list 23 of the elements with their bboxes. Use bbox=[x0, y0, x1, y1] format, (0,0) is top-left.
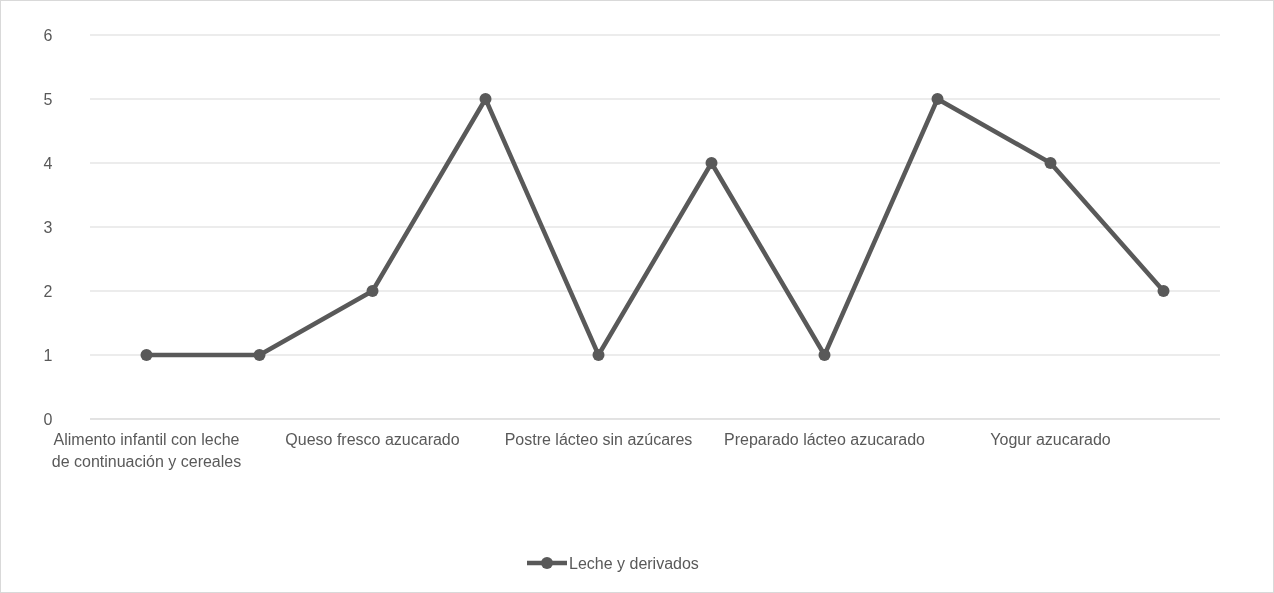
y-tick-label: 0 bbox=[43, 410, 53, 428]
point bbox=[705, 157, 718, 169]
point bbox=[366, 285, 379, 297]
y-tick-label: 6 bbox=[43, 26, 53, 44]
x-tick-label: Postre lácteo sin azúcares bbox=[504, 431, 693, 448]
point bbox=[1044, 157, 1057, 169]
legend-label: Leche y derivados bbox=[569, 554, 699, 572]
point bbox=[479, 93, 492, 105]
point bbox=[592, 349, 605, 361]
x-tick-label: Preparado lácteo azucarado bbox=[723, 431, 926, 448]
y-tick-label: 4 bbox=[43, 154, 53, 172]
x-tick-label: Queso fresco azucarado bbox=[285, 431, 460, 448]
point bbox=[140, 349, 153, 361]
y-tick-label: 5 bbox=[43, 90, 53, 108]
x-tick-label: Yogur azucarado bbox=[990, 431, 1111, 448]
point bbox=[253, 349, 266, 361]
x-tick-label: Alimento infantil con leche de continuación y cereales bbox=[51, 431, 242, 470]
point bbox=[1157, 285, 1170, 297]
y-tick-label: 2 bbox=[43, 282, 53, 300]
y-tick-label: 3 bbox=[43, 218, 53, 236]
point bbox=[931, 93, 944, 105]
y-tick-label: 1 bbox=[43, 346, 53, 364]
point bbox=[818, 349, 831, 361]
